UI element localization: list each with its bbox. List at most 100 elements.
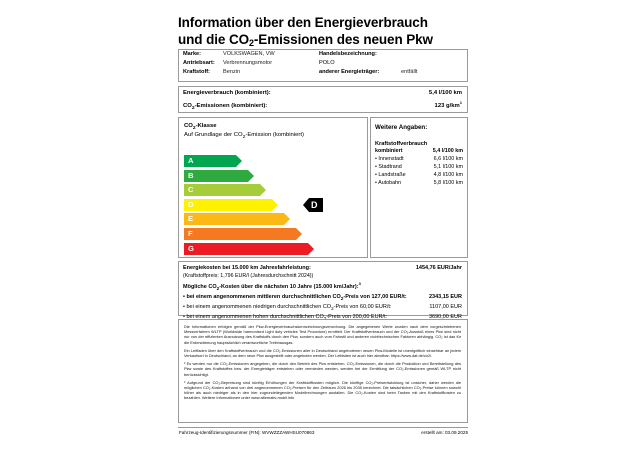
class-bar-body	[184, 242, 314, 255]
class-letter: A	[188, 156, 194, 165]
page-title: Information über den Energieverbrauch un…	[178, 14, 478, 50]
marke-value: VOLKSWAGEN, VW	[223, 51, 275, 58]
possible-co2-cost-footnote-ref: 3	[358, 281, 361, 287]
table-row: Antriebsart: Verbrennungsmotor POLO	[179, 59, 467, 68]
cost-box: Energiekosten bei 15.000 km Jahresfahrle…	[178, 261, 468, 331]
identity-spacer	[401, 59, 467, 68]
class-letter: G	[188, 243, 194, 253]
consumption-cycle-label: kombiniert	[375, 148, 403, 154]
efficiency-class-f: F	[184, 227, 308, 240]
list-item: kombiniert 5,4 l/100 km	[375, 147, 463, 155]
co2-cost-label: bei einem angenommenen mittleren durchsc…	[183, 293, 406, 303]
table-row: Kraftstoff: Benzin anderer Energieträger…	[179, 68, 467, 77]
consumption-cycle-value: 5,8 l/100 km	[433, 180, 463, 187]
class-letter: E	[188, 214, 194, 224]
footer-divider	[178, 427, 468, 428]
consumption-cycle-value: 4,8 l/100 km	[433, 172, 463, 179]
class-letter: D	[188, 199, 194, 209]
marke-label: Marke:	[183, 51, 202, 58]
possible-co2-cost-label-b: -Kosten über die nächsten 10 Jahre (15.0…	[219, 283, 359, 290]
list-item: Autobahn 5,8 l/100 km	[375, 179, 463, 187]
co2-class-heading-a: CO	[184, 123, 193, 129]
creation-date: erstellt am: 03.09.2025	[421, 430, 468, 435]
anderer-energietraeger-value: entfällt	[401, 69, 418, 76]
vin-label: Fahrzeug-Identifizierungsnummer (FIN): W…	[179, 430, 315, 435]
class-bar-body	[184, 155, 242, 167]
title-co2-text: und die CO	[178, 32, 249, 47]
efficiency-class-a: A	[184, 155, 308, 167]
co2-cost-row: bei einem angenommenen niedrigen durchsc…	[179, 303, 467, 313]
fineprint-paragraph-4: ³ Aufgrund der CO₂-Bepreisung sind künft…	[184, 379, 461, 401]
co2-emission-label-a: CO	[183, 103, 192, 110]
fuel-price-note: (Kraftstoffpreis: 1,796 EUR/l (Jahresdur…	[183, 273, 314, 280]
fuel-consumption-list: kombiniert 5,4 l/100 km Innenstadt 6,6 l/10…	[371, 147, 467, 187]
class-bar-body	[184, 213, 290, 226]
consumption-cycle-value: 6,6 l/100 km	[433, 156, 463, 163]
kraftstoff-value: Benzin	[223, 69, 241, 76]
consumption-cycle-label: Autobahn	[375, 179, 401, 187]
selected-class-letter: D	[309, 198, 323, 212]
title-co2-rest: -Emissionen des neuen Pkw	[253, 32, 433, 47]
energy-cost-label: Energiekosten bei 15.000 km Jahresfahrle…	[183, 265, 311, 271]
co2-class-subheading: Auf Grundlage der CO2-Emission (kombinie…	[179, 131, 367, 140]
co2-cost-label: bei einem angenommenen niedrigen durchsc…	[183, 303, 391, 313]
energy-consumption-value: 5,4 l/100 km	[428, 89, 462, 96]
additional-info-heading: Weitere Angaben:	[375, 124, 428, 131]
consumption-cycle-label: Innenstadt	[375, 155, 403, 163]
class-bar-body	[184, 169, 254, 182]
co2-class-subheading-sub: 2	[242, 135, 246, 141]
handelsbezeichnung-value: POLO	[319, 60, 335, 67]
marker-arrow-icon	[303, 198, 309, 212]
co2-class-box: CO2-Klasse Auf Grundlage der CO2-Emissio…	[178, 117, 368, 258]
co2-emission-value: 123 g/km1	[435, 99, 462, 111]
consumption-cycle-label: Stadtrand	[375, 163, 401, 171]
co2-cost-value: 3690,00 EUR	[428, 314, 462, 321]
footer: Fahrzeug-Identifizierungsnummer (FIN): W…	[178, 429, 468, 437]
page-title-line2: und die CO2-Emissionen des neuen Pkw	[178, 31, 478, 50]
possible-co2-cost-label-sub: 2	[216, 286, 220, 292]
efficiency-class-e: E	[184, 213, 308, 226]
co2-emission-label: CO2-Emissionen (kombiniert):	[183, 102, 267, 114]
table-row: Marke: VOLKSWAGEN, VW Handelsbezeichnung…	[179, 50, 467, 59]
fineprint-paragraph-3: ² Es werden nur die CO₂-Emissionen angeg…	[184, 361, 461, 377]
co2-class-subheading-a: Auf Grundlage der CO	[184, 132, 243, 139]
kraftstoff-label: Kraftstoff:	[183, 69, 211, 76]
antriebsart-label: Antriebsart:	[183, 60, 215, 67]
consumption-cycle-label: Landstraße	[375, 171, 405, 179]
selected-class-marker: D	[303, 198, 323, 212]
handelsbezeichnung-label: Handelsbezeichnung:	[319, 51, 377, 58]
title-co2-subscript: 2	[249, 38, 254, 48]
class-bar-body	[184, 198, 278, 211]
co2-class-heading-sub: 2	[192, 126, 196, 132]
efficiency-class-g: G	[184, 242, 314, 255]
list-item: Stadtrand 5,1 l/100 km	[375, 163, 463, 171]
vehicle-identity-box: Marke: VOLKSWAGEN, VW Handelsbezeichnung…	[178, 49, 468, 82]
co2-cost-row: bei einem angenommenen mittleren durchsc…	[179, 293, 467, 303]
co2-emission-row: CO2-Emissionen (kombiniert): 123 g/km1	[179, 97, 467, 114]
consumption-cycle-value: 5,1 l/100 km	[433, 164, 463, 171]
energy-consumption-label: Energieverbrauch (kombiniert):	[183, 89, 271, 96]
consumption-summary-box: Energieverbrauch (kombiniert): 5,4 l/100…	[178, 86, 468, 113]
class-bar-body	[184, 227, 302, 240]
antriebsart-value: Verbrennungsmotor	[223, 60, 273, 67]
list-item: Landstraße 4,8 l/100 km	[375, 171, 463, 179]
co2-cost-rows: bei einem angenommenen mittleren durchsc…	[179, 293, 467, 324]
possible-co2-cost-heading: Mögliche CO2-Kosten über die nächsten 10…	[179, 280, 467, 293]
class-letter: F	[188, 228, 193, 238]
energy-consumption-row: Energieverbrauch (kombiniert): 5,4 l/100…	[179, 87, 467, 97]
efficiency-class-d: D	[184, 198, 308, 211]
possible-co2-cost-label: Mögliche CO2-Kosten über die nächsten 10…	[183, 280, 361, 293]
energy-cost-row: Energiekosten bei 15.000 km Jahresfahrle…	[179, 262, 467, 272]
possible-co2-cost-label-a: Mögliche CO	[183, 283, 217, 290]
co2-cost-value: 2343,15 EUR	[428, 294, 462, 301]
efficiency-class-b: B	[184, 169, 308, 182]
co2-emission-label-b: -Emissionen (kombiniert):	[194, 103, 268, 110]
co2-class-heading: CO2-Klasse	[179, 118, 367, 131]
additional-info-box: Weitere Angaben: Kraftstoffverbrauch kom…	[370, 117, 468, 258]
co2-emission-footnote-ref: 1	[459, 100, 462, 106]
co2-emission-label-sub: 2	[191, 106, 195, 112]
energy-cost-value: 1454,76 EUR/Jahr	[415, 265, 462, 271]
class-bar-body	[184, 184, 266, 197]
